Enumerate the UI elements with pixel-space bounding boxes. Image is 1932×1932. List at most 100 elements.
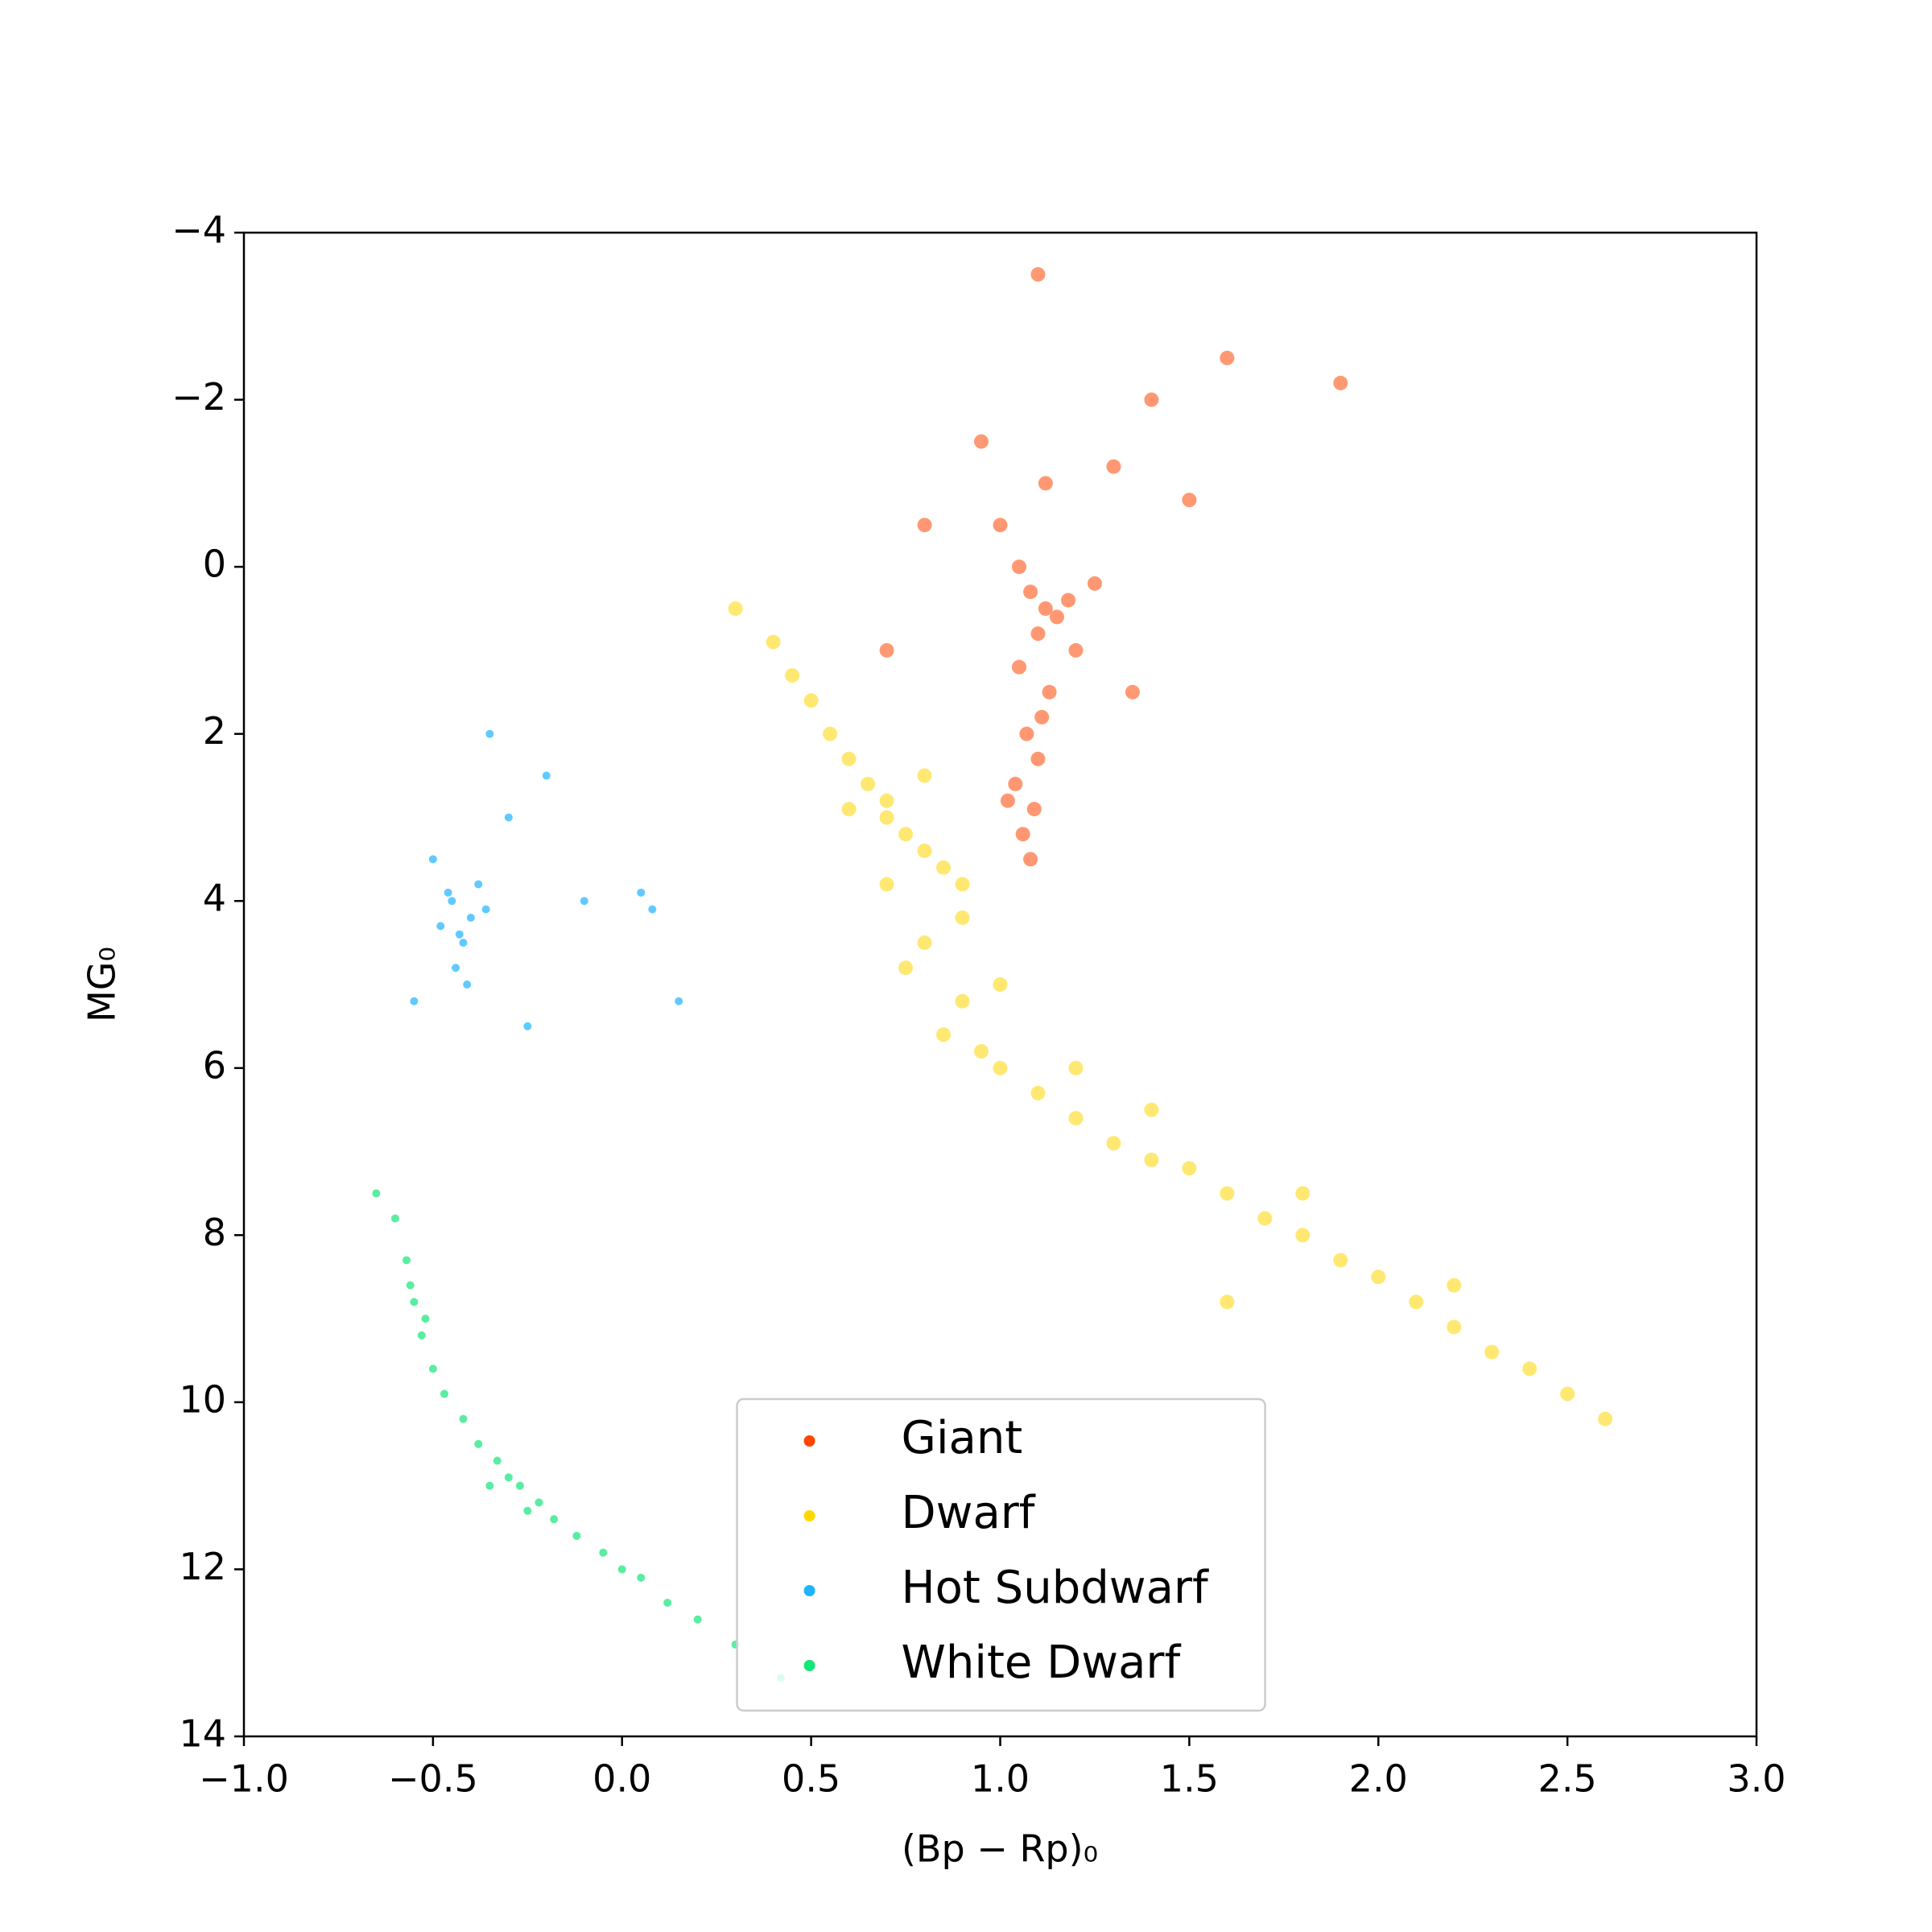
point [955,993,970,1009]
point [1125,684,1140,700]
point [1011,659,1026,675]
point [1011,559,1026,575]
point [485,1481,494,1490]
point [974,434,989,449]
point [1068,1060,1084,1075]
point [417,1331,426,1340]
legend-label: Dwarf [902,1487,1036,1539]
point [1409,1294,1424,1310]
point [1030,751,1046,766]
point [493,1456,502,1465]
point [523,1022,532,1030]
point [1333,375,1348,390]
point [1068,642,1084,658]
point [1220,1294,1235,1310]
point [1333,1253,1348,1268]
point [474,880,483,889]
legend-label: Hot Subdwarf [902,1562,1209,1614]
point [1371,1269,1386,1285]
point [1030,1085,1046,1100]
point [1087,576,1102,591]
point [1000,793,1015,808]
point [693,1615,702,1624]
point [1038,601,1053,616]
point [535,1498,543,1507]
y-axis-label: MG₀ [80,947,124,1022]
point [675,997,683,1005]
point [879,642,894,658]
point [599,1548,608,1557]
point [1042,684,1057,700]
point [1484,1344,1500,1360]
point [936,1027,952,1042]
point [1522,1361,1538,1377]
x-tick-label: 1.5 [1160,1757,1219,1801]
point [993,1060,1008,1075]
point [1034,709,1050,724]
point [485,729,494,738]
point [428,855,437,864]
point [1295,1186,1311,1201]
y-tick-label: −2 [171,375,226,419]
point [823,726,838,741]
point [898,827,914,842]
point [993,977,1008,992]
point [993,518,1008,533]
y-tick-label: 2 [203,709,226,753]
legend-label: Giant [902,1412,1023,1464]
series-points [410,729,683,1030]
point [917,935,932,951]
point [1019,726,1034,741]
y-tick-label: 10 [179,1377,226,1421]
legend-marker [803,1660,815,1671]
point [974,1044,989,1059]
legend-box [736,1397,1266,1712]
point [459,939,468,947]
legend-marker [803,1510,815,1521]
point [1220,350,1235,365]
point [955,910,970,925]
point [1106,1136,1121,1151]
point [1144,1102,1159,1117]
x-tick-label: 2.5 [1538,1757,1597,1801]
point [390,1214,399,1223]
point [1106,459,1121,474]
point [504,813,513,822]
point [1144,392,1159,407]
legend-label: White Dwarf [902,1637,1182,1689]
x-tick-label: 2.0 [1349,1757,1408,1801]
point [879,793,894,808]
point [1447,1319,1462,1335]
point [917,843,932,858]
point [410,997,419,1005]
point [637,888,646,897]
point [879,877,894,892]
point [1295,1228,1311,1243]
point [1257,1211,1273,1226]
point [572,1531,581,1540]
x-tick-label: 3.0 [1727,1757,1785,1801]
point [440,1389,448,1398]
point [861,776,876,791]
point [1447,1278,1462,1293]
point [1038,476,1053,491]
point [550,1515,559,1524]
point [637,1573,646,1582]
point [1068,1111,1084,1126]
point [1560,1386,1575,1402]
point [955,877,970,892]
point [455,930,464,939]
series-points [728,601,1613,1426]
point [785,668,800,683]
x-tick-label: 0.0 [592,1757,651,1801]
point [841,751,857,766]
point [421,1315,430,1323]
point [428,1364,437,1373]
point [436,922,445,931]
y-tick-label: 0 [203,543,226,586]
point [523,1506,532,1515]
y-tick-label: −4 [171,208,226,252]
point [803,693,819,708]
point [1049,609,1064,625]
